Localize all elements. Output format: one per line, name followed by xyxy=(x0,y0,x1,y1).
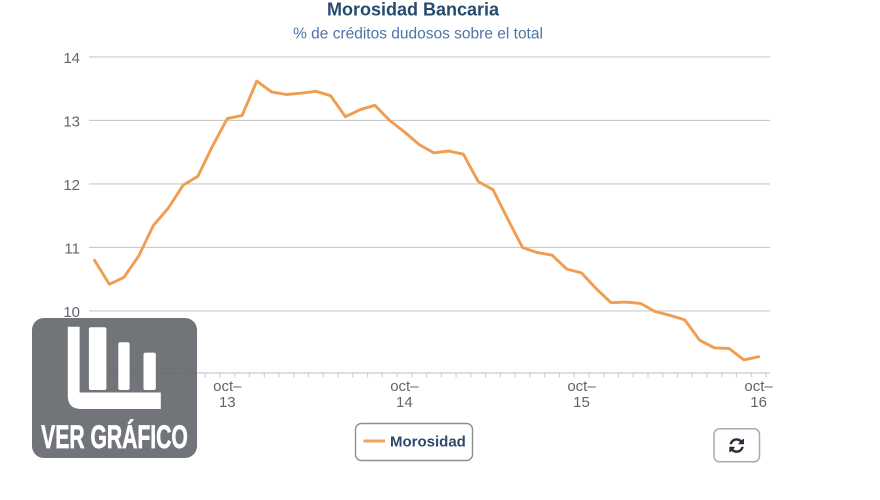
svg-text:15: 15 xyxy=(573,394,590,411)
svg-text:12: 12 xyxy=(63,177,80,194)
svg-text:16: 16 xyxy=(750,394,767,411)
svg-text:11: 11 xyxy=(64,241,80,258)
svg-text:Morosidad Bancaria: Morosidad Bancaria xyxy=(327,0,500,20)
svg-text:13: 13 xyxy=(63,114,80,131)
svg-text:oct–: oct– xyxy=(390,378,419,395)
svg-text:Morosidad: Morosidad xyxy=(390,434,466,451)
svg-text:oct–: oct– xyxy=(213,378,242,395)
svg-text:% de créditos dudosos sobre el: % de créditos dudosos sobre el total xyxy=(293,26,543,43)
svg-text:14: 14 xyxy=(396,394,413,411)
svg-text:14: 14 xyxy=(63,50,80,67)
svg-text:oct–: oct– xyxy=(567,378,596,395)
svg-text:oct–: oct– xyxy=(744,378,773,395)
svg-text:10: 10 xyxy=(63,304,80,321)
svg-text:13: 13 xyxy=(219,394,236,411)
